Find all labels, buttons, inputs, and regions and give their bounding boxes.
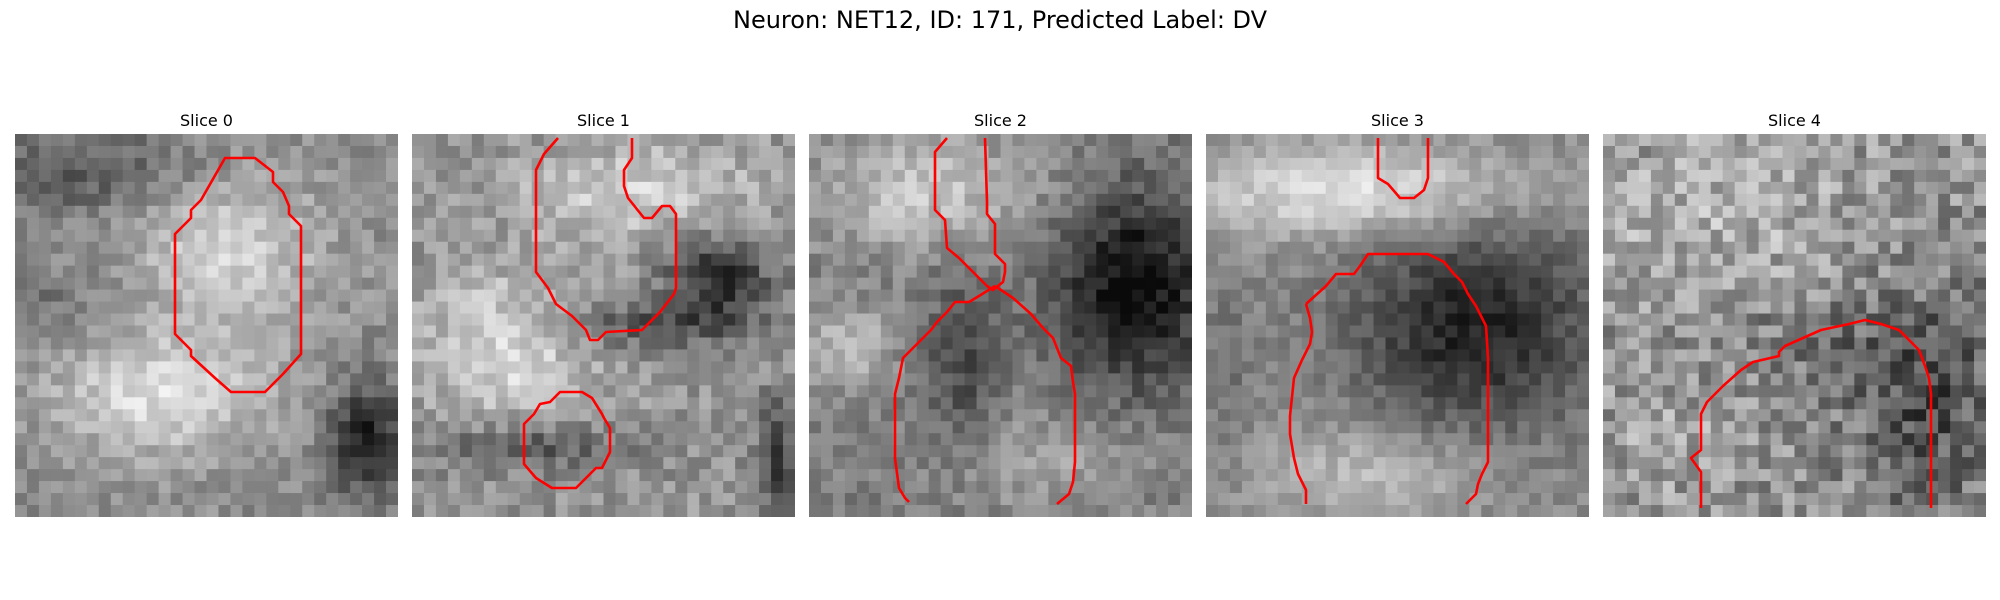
slice-panel-4: Slice 4 (1603, 108, 1986, 517)
segmentation-contour (173, 156, 303, 394)
slice-image (1603, 134, 1986, 517)
slice-panel-0: Slice 0 (15, 108, 398, 517)
segmentation-contour (994, 284, 1077, 505)
segmentation-contour (1376, 138, 1430, 200)
slice-image (1206, 134, 1589, 517)
slice-image (412, 134, 795, 517)
slice-title: Slice 0 (180, 111, 233, 130)
slice-title: Slice 3 (1371, 111, 1424, 130)
slice-panel-3: Slice 3 (1206, 108, 1589, 517)
slice-panel-2: Slice 2 (809, 108, 1192, 517)
segmentation-contour (1689, 318, 1933, 508)
segmentation-contour (1288, 303, 1314, 504)
segmentation-contour (534, 137, 678, 342)
slice-title: Slice 2 (974, 111, 1027, 130)
segmentation-contour (893, 284, 996, 503)
segmentation-contour (522, 390, 612, 490)
figure-title: Neuron: NET12, ID: 171, Predicted Label:… (732, 6, 1268, 34)
segmentation-contour (1305, 252, 1490, 505)
slice-title: Slice 4 (1768, 111, 1821, 130)
slice-title: Slice 1 (577, 111, 630, 130)
slice-image (15, 134, 398, 517)
segmentation-contour (933, 137, 1007, 292)
slice-image (809, 134, 1192, 517)
slice-panel-1: Slice 1 (412, 108, 795, 517)
